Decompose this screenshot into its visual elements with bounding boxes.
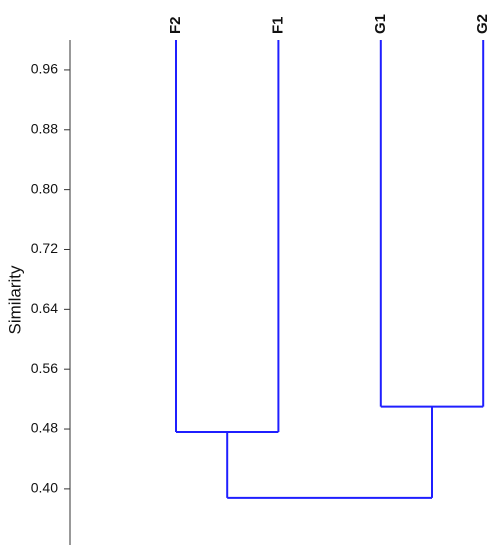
leaf-label: G2	[474, 14, 491, 34]
leaf-label: F1	[269, 16, 286, 34]
y-axis-label: Similarity	[5, 265, 24, 334]
y-tick-label: 0.64	[31, 300, 58, 316]
y-tick-label: 0.80	[31, 180, 58, 196]
leaf-label: F2	[167, 16, 184, 34]
y-tick-label: 0.40	[31, 480, 58, 496]
leaf-label: G1	[372, 14, 389, 34]
y-tick-label: 0.96	[31, 61, 58, 77]
y-tick-label: 0.72	[31, 240, 58, 256]
y-tick-label: 0.88	[31, 120, 58, 136]
y-tick-label: 0.56	[31, 360, 58, 376]
y-tick-label: 0.48	[31, 420, 58, 436]
